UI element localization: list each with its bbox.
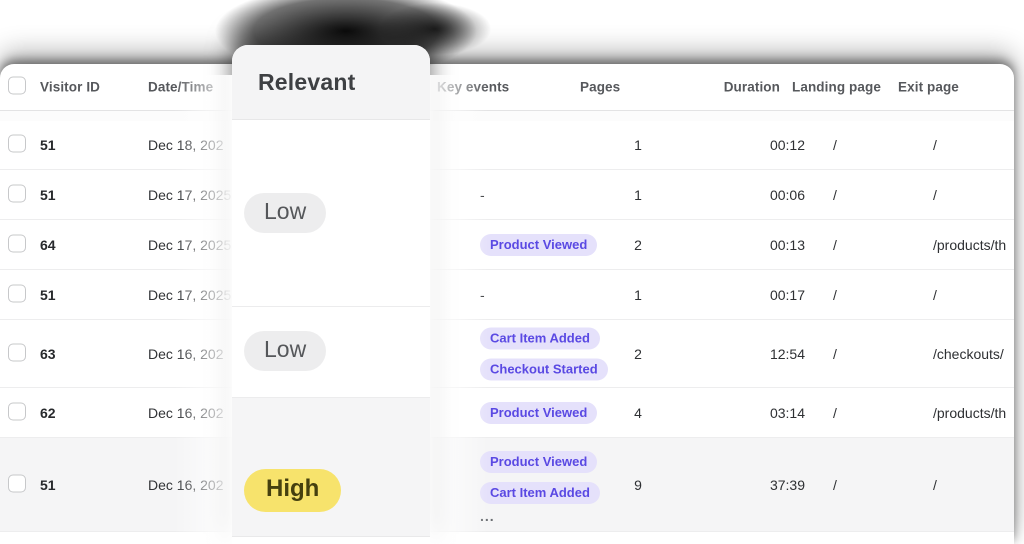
relevance-badge-low: Low <box>244 193 327 233</box>
key-event-badge[interactable]: Cart Item Added <box>480 327 600 349</box>
visitor-id: 62 <box>40 404 56 421</box>
landing-page: / <box>833 476 837 493</box>
row-checkbox[interactable] <box>8 402 26 420</box>
exit-page: /products/th <box>933 404 1007 421</box>
visitor-id: 51 <box>40 476 56 493</box>
relevant-card-section: Low <box>232 306 430 397</box>
landing-page: / <box>833 404 837 421</box>
row-checkbox[interactable] <box>8 134 26 153</box>
row-checkbox[interactable] <box>8 343 26 361</box>
table-row[interactable]: 51 Dec 17, 2025 - 1 00:06 / / <box>0 170 1014 220</box>
key-event-badge[interactable]: Product Viewed <box>480 450 598 473</box>
duration: 37:39 <box>769 476 805 493</box>
pages-count: 1 <box>634 137 642 153</box>
relevant-card-section: Low <box>232 120 430 306</box>
row-checkbox[interactable] <box>8 234 26 252</box>
duration: 00:17 <box>769 286 805 303</box>
visitor-table: Visitor ID Date/Time Key events Pages Du… <box>0 64 1014 544</box>
exit-page: / <box>933 286 937 303</box>
exit-page: / <box>933 476 937 493</box>
landing-page: / <box>833 137 837 153</box>
header-landing-page[interactable]: Landing page <box>792 79 881 95</box>
pages-count: 1 <box>634 186 642 203</box>
table-row[interactable]: 64 Dec 17, 2025 Product Viewed 2 00:13 /… <box>0 220 1014 270</box>
header-exit-page[interactable]: Exit page <box>898 79 959 95</box>
header-visitor-id[interactable]: Visitor ID <box>40 79 101 95</box>
relevant-card-header: Relevant <box>232 45 430 120</box>
landing-page: / <box>833 236 837 253</box>
duration: 00:12 <box>769 137 805 153</box>
pages-count: 4 <box>634 404 642 421</box>
relevant-card-footer <box>232 537 430 543</box>
pages-count: 9 <box>634 476 642 493</box>
relevant-card-section-highlighted: High <box>232 397 430 537</box>
visitor-id: 51 <box>40 186 56 203</box>
row-checkbox[interactable] <box>8 284 26 302</box>
table-row[interactable]: 62 Dec 16, 202 Product Viewed 4 03:14 / … <box>0 388 1014 438</box>
table-row[interactable]: 51 Dec 17, 2025 - 1 00:17 / / <box>0 270 1014 320</box>
pages-count: 1 <box>634 286 642 303</box>
table-row[interactable]: 63 Dec 16, 202 Cart Item Added Checkout … <box>0 320 1014 388</box>
pages-count: 2 <box>634 236 642 253</box>
duration: 00:13 <box>769 236 805 253</box>
visitor-id: 64 <box>40 236 56 253</box>
relevance-badge-low: Low <box>244 331 327 371</box>
relevant-card-title: Relevant <box>258 68 356 95</box>
relevant-column-card: Relevant Low Low High <box>174 45 488 544</box>
landing-page: / <box>833 286 837 303</box>
exit-page: / <box>933 137 937 153</box>
table-bottom-strip <box>0 532 1014 544</box>
duration: 03:14 <box>769 404 805 421</box>
key-event-badge[interactable]: Product Viewed <box>480 233 598 256</box>
landing-page: / <box>833 186 837 203</box>
header-duration[interactable]: Duration <box>723 79 780 95</box>
duration: 12:54 <box>769 345 805 362</box>
key-event-badge[interactable]: Checkout Started <box>480 358 608 380</box>
key-event-badge[interactable]: Product Viewed <box>480 401 598 424</box>
relevance-badge-high: High <box>244 469 342 512</box>
landing-page: / <box>833 345 837 362</box>
row-checkbox[interactable] <box>8 474 26 492</box>
key-event-badge[interactable]: Cart Item Added <box>480 481 600 504</box>
row-checkbox[interactable] <box>8 184 26 202</box>
visitor-id: 51 <box>40 137 56 153</box>
exit-page: / <box>933 186 937 203</box>
header-divider-strip <box>0 111 1014 121</box>
visitor-id: 51 <box>40 286 56 303</box>
exit-page: /checkouts/ <box>933 345 1004 362</box>
exit-page: /products/th <box>933 236 1007 253</box>
pages-count: 2 <box>634 345 642 362</box>
visitor-id: 63 <box>40 345 56 362</box>
duration: 00:06 <box>769 186 805 203</box>
select-all-checkbox[interactable] <box>8 76 26 95</box>
header-pages[interactable]: Pages <box>580 79 621 95</box>
table-row[interactable]: 51 Dec 18, 202 1 00:12 / / <box>0 121 1014 170</box>
table-row-highlighted[interactable]: 51 Dec 16, 202 Product Viewed Cart Item … <box>0 438 1014 532</box>
